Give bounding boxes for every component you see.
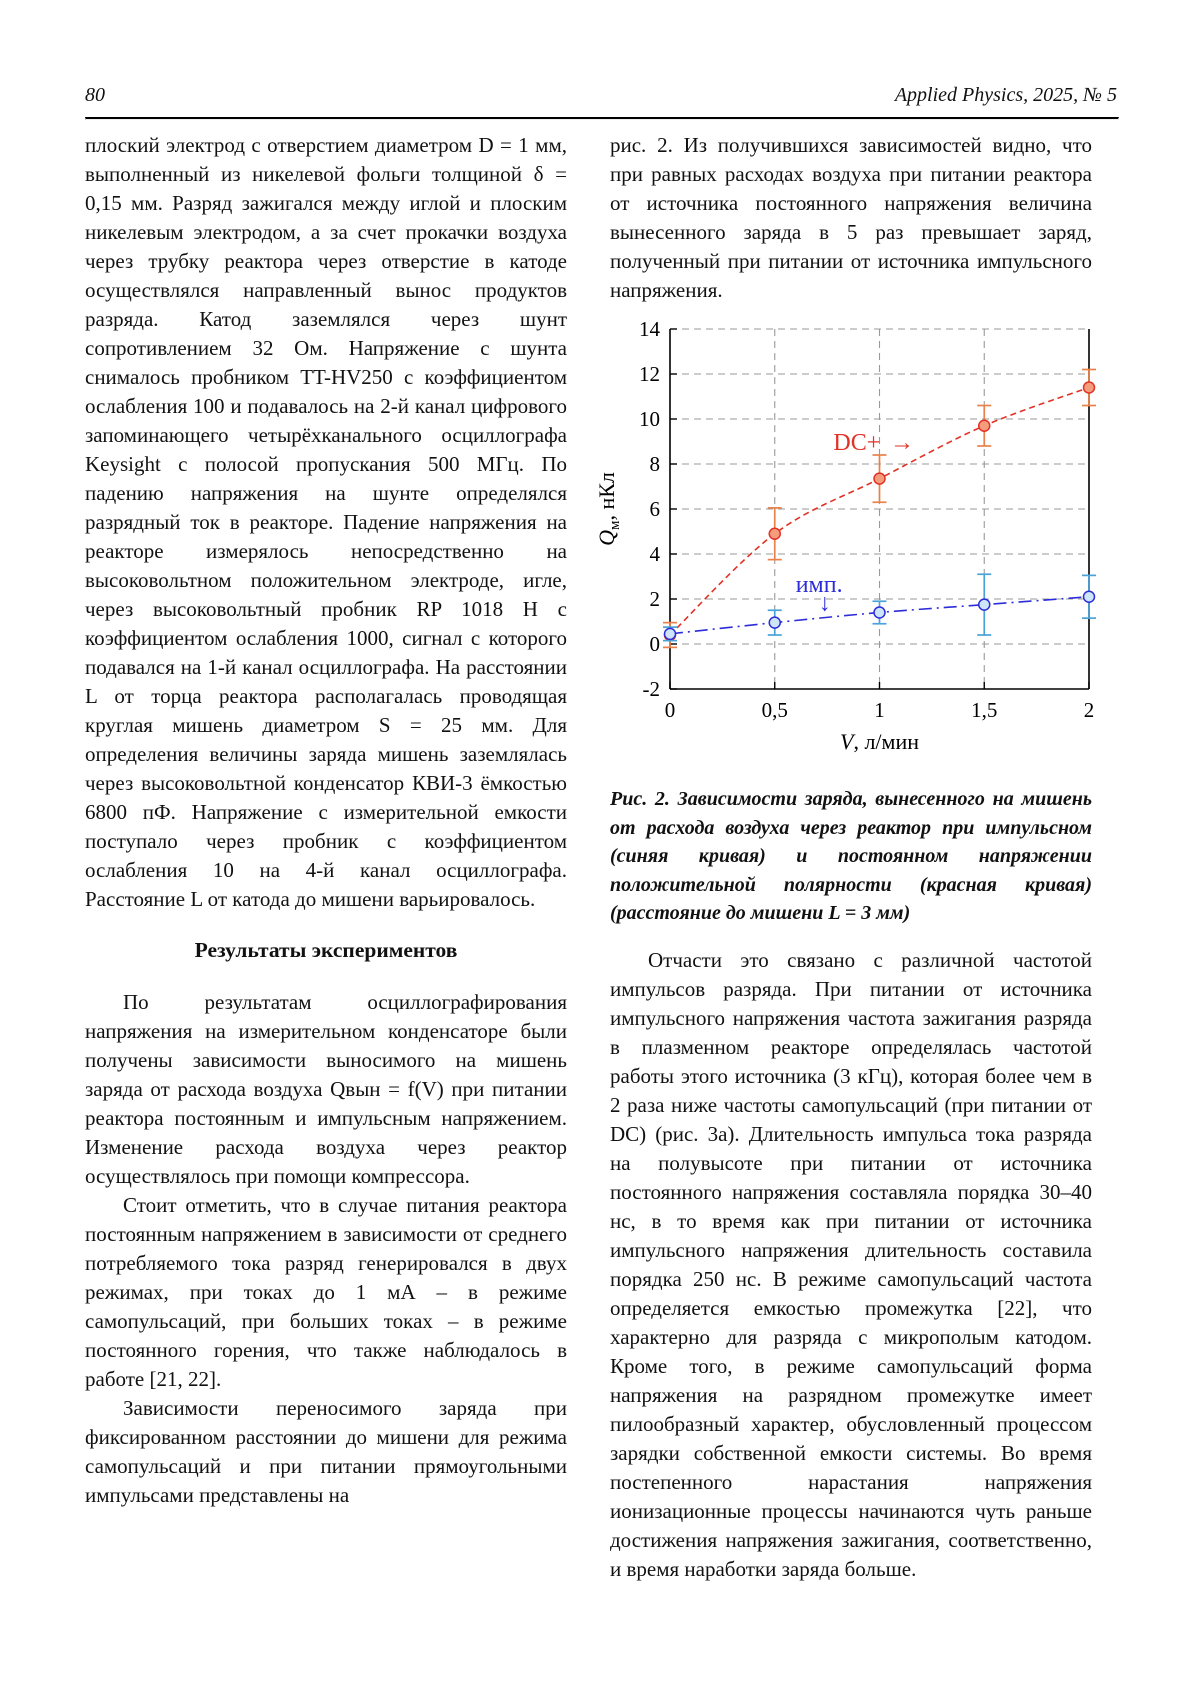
- svg-text:0: 0: [650, 632, 661, 656]
- svg-text:14: 14: [639, 317, 661, 341]
- svg-text:8: 8: [650, 452, 661, 476]
- paragraph: Зависимости переносимого заряда при фикс…: [85, 1396, 567, 1507]
- svg-text:↓: ↓: [819, 590, 831, 616]
- svg-text:имп.: имп.: [796, 572, 843, 598]
- svg-text:-2: -2: [643, 677, 661, 701]
- journal-title: Applied Physics, 2025, № 5: [894, 84, 1117, 106]
- svg-text:→: →: [890, 430, 914, 456]
- svg-text:Qм, нКл: Qм, нКл: [594, 472, 623, 546]
- page-header: 80 Applied Physics, 2025, № 5: [85, 84, 1117, 106]
- paragraph: плоский электрод с отверстием диаметром …: [85, 133, 567, 911]
- svg-text:0,5: 0,5: [762, 698, 788, 722]
- svg-text:2: 2: [650, 587, 661, 611]
- svg-text:1,5: 1,5: [971, 698, 997, 722]
- page-number: 80: [85, 84, 105, 106]
- paragraph: Отчасти это связано с различной частотой…: [610, 947, 1092, 1581]
- svg-text:1: 1: [874, 698, 885, 722]
- svg-text:12: 12: [639, 362, 660, 386]
- paragraph: рис. 2. Из получившихся зависимостей вид…: [610, 133, 1092, 302]
- left-column: плоский электрод с отверстием диаметром …: [85, 131, 567, 1584]
- svg-text:4: 4: [650, 542, 661, 566]
- paragraph: Стоит отметить, что в случае питания реа…: [85, 1193, 567, 1391]
- figure-2: -2 0 2 4 6 8 10 12 14 0 0,5 1 1,5 2 V, л/мин Qм, нКл DC+…: [594, 315, 1096, 928]
- right-column: рис. 2. Из получившихся зависимостей вид…: [594, 131, 1096, 1584]
- two-column-layout: плоский электрод с отверстием диаметром …: [85, 131, 1096, 1584]
- svg-text:2: 2: [1084, 698, 1095, 722]
- svg-text:6: 6: [650, 497, 661, 521]
- paragraph: По результатам осциллографирования напря…: [85, 990, 567, 1188]
- svg-text:DC+: DC+: [833, 430, 880, 456]
- figure-caption: Рис. 2. Зависимости заряда, вынесенного …: [610, 788, 1092, 924]
- section-heading: Результаты экспериментов: [194, 938, 458, 962]
- svg-text:0: 0: [665, 698, 676, 722]
- header-rule: [85, 117, 1119, 120]
- svg-text:10: 10: [639, 407, 660, 431]
- svg-text:V, л/мин: V, л/мин: [840, 729, 919, 754]
